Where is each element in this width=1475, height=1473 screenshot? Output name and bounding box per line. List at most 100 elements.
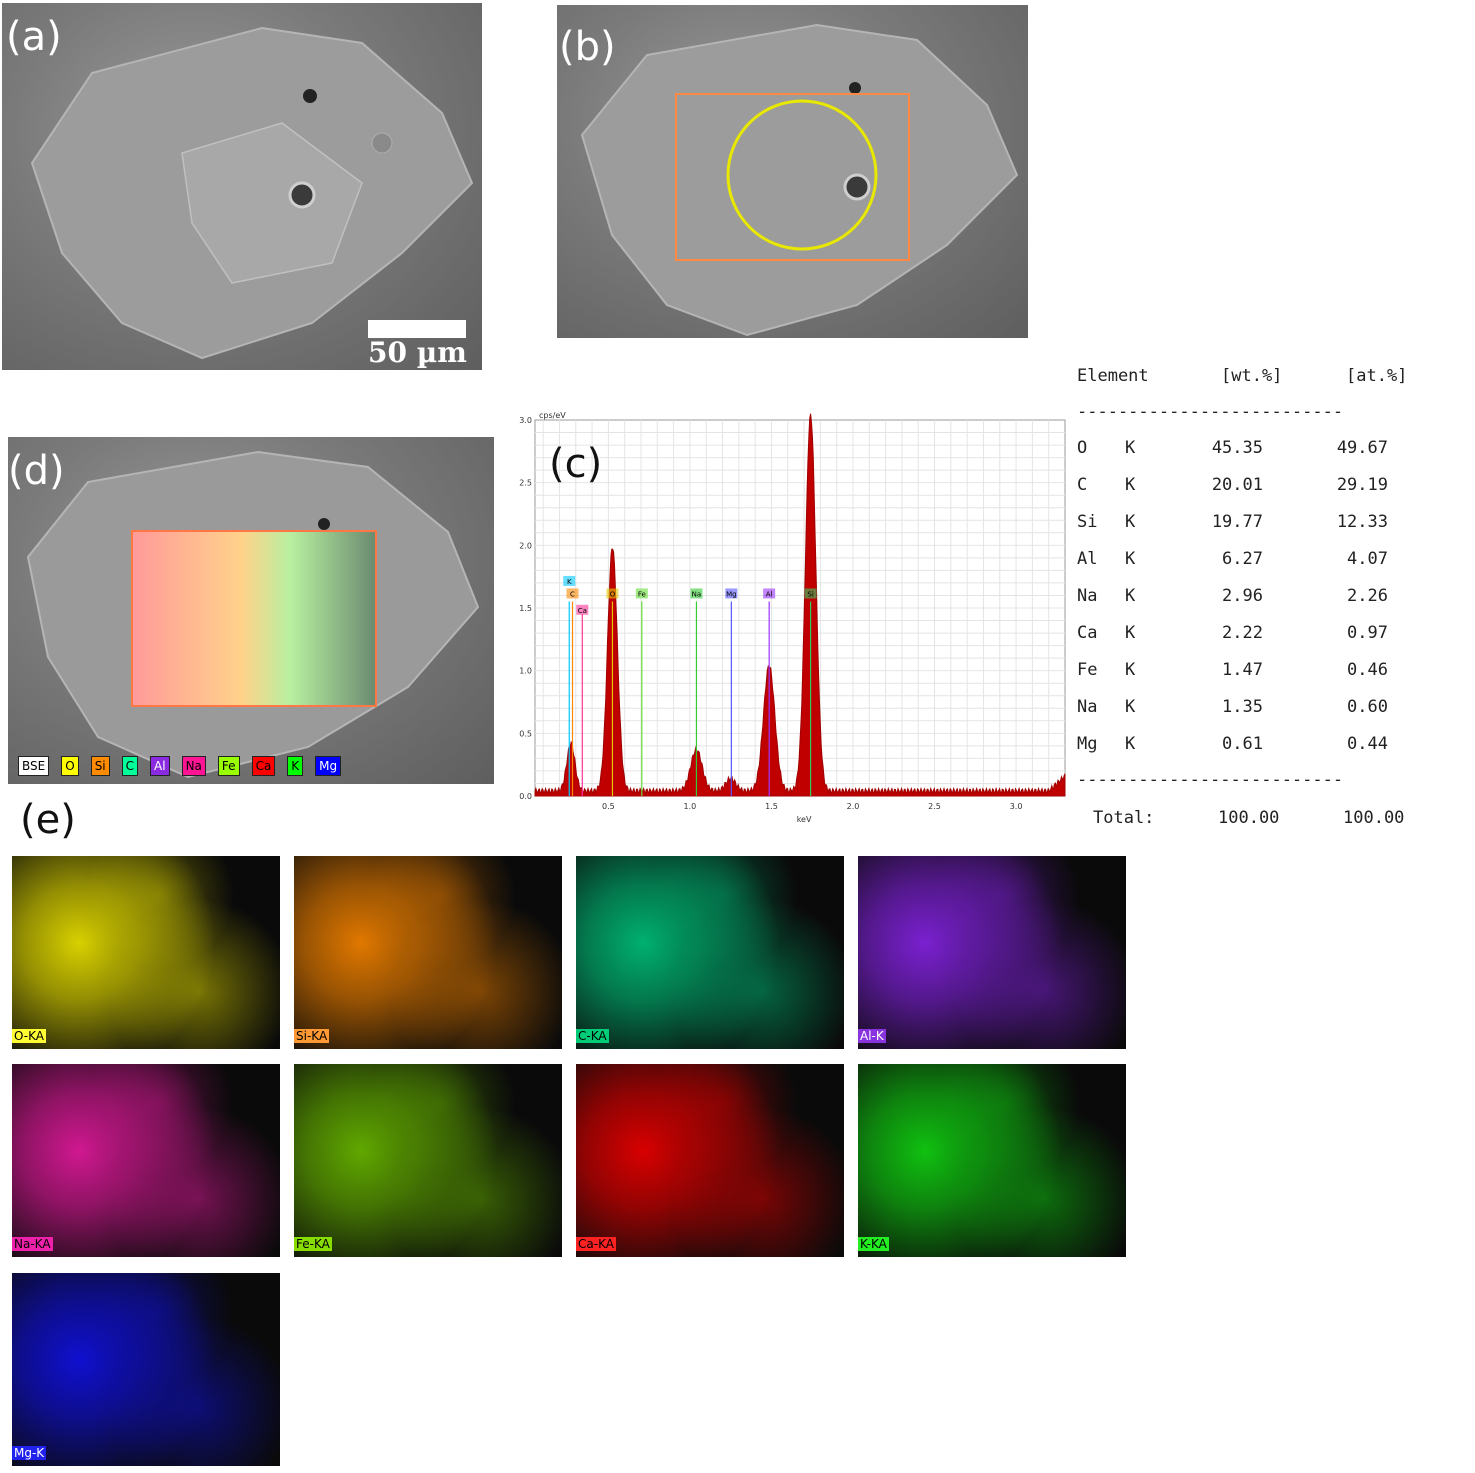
eds-overlay-area	[131, 530, 377, 707]
element-map-al-k: Al-K	[858, 856, 1126, 1049]
table-cell-wt: 6.27	[1222, 549, 1263, 569]
marker-label-fe: Fe	[638, 590, 646, 598]
table-cell-wt: 19.77	[1211, 512, 1263, 532]
y-tick-label: 0.0	[519, 792, 532, 801]
element-map-label: C-KA	[576, 1029, 609, 1043]
table-header-at: [at.%]	[1346, 366, 1408, 386]
table-cell-el: Na	[1077, 586, 1098, 606]
marker-label-o: O	[610, 590, 616, 598]
marker-label-c: C	[570, 590, 575, 598]
panel-label-e: (e)	[20, 797, 76, 843]
element-map-label: K-KA	[858, 1237, 889, 1251]
marker-label-na: Na	[692, 590, 702, 598]
legend-chip-si: Si	[90, 756, 110, 776]
panel-label-d: (d)	[8, 448, 65, 494]
table-cell-line: K	[1125, 660, 1136, 680]
marker-label-ca: Ca	[578, 607, 587, 615]
table-rule-bottom: --------------------------	[1077, 770, 1344, 790]
scale-bar	[368, 320, 466, 338]
marker-tag-o	[606, 588, 619, 599]
marker-tag-fe	[635, 588, 648, 599]
legend-chip-al: Al	[150, 756, 170, 776]
x-tick-label: 0.5	[602, 802, 615, 811]
table-cell-at: 4.07	[1347, 549, 1388, 569]
table-cell-line: K	[1125, 623, 1136, 643]
marker-label-k: K	[567, 578, 572, 586]
table-header-element: Element	[1077, 366, 1149, 386]
table-cell-wt: 2.22	[1222, 623, 1263, 643]
marker-tag-na	[690, 588, 703, 599]
marker-tag-k	[563, 575, 576, 586]
table-cell-at: 0.60	[1347, 697, 1388, 717]
marker-tag-ca	[576, 604, 589, 615]
table-cell-at: 0.97	[1347, 623, 1388, 643]
table-cell-at: 2.26	[1347, 586, 1388, 606]
x-tick-label: 3.0	[1010, 802, 1023, 811]
table-cell-wt: 1.35	[1222, 697, 1263, 717]
marker-tag-c	[566, 588, 579, 599]
table-total-at: 100.00	[1343, 808, 1405, 828]
table-header-wt: [wt.%]	[1221, 366, 1283, 386]
table-cell-line: K	[1125, 734, 1136, 754]
marker-label-si: Si	[807, 590, 813, 598]
y-tick-label: 3.0	[519, 416, 532, 425]
table-cell-at: 0.44	[1347, 734, 1388, 754]
element-map-label: Fe-KA	[294, 1237, 332, 1251]
scale-bar-label: 50 µm	[368, 336, 467, 369]
legend-chip-bse: BSE	[18, 756, 50, 776]
element-map-c-ka: C-KA	[576, 856, 844, 1049]
x-tick-label: 2.5	[928, 802, 941, 811]
x-tick-label: 1.5	[765, 802, 778, 811]
element-map-label: Si-KA	[294, 1029, 330, 1043]
x-tick-label: 1.0	[684, 802, 697, 811]
marker-label-al: Al	[766, 590, 773, 598]
panel-c-eds-spectrum: 0.0 0.5 1.0 1.5 2.0 2.5 3.0 0.5 1.0 1.5 2.0 2.5 3.0 c…	[515, 408, 1070, 828]
table-cell-line: K	[1125, 586, 1136, 606]
spectrum-series	[534, 413, 1066, 797]
legend-chip-c: C	[121, 756, 139, 776]
panel-a-sem-image: (a) 50 µm	[2, 3, 482, 370]
element-legend: BSE O Si C Al Na Fe Ca K Mg	[18, 756, 342, 776]
table-cell-el: Al	[1077, 549, 1098, 569]
element-map-mg-k: Mg-K	[12, 1273, 280, 1466]
element-map-label: O-KA	[12, 1029, 46, 1043]
y-tick-label: 0.5	[519, 729, 532, 738]
marker-tag-mg	[725, 588, 738, 599]
y-tick-label: 1.0	[519, 667, 532, 676]
table-cell-wt: 2.96	[1222, 586, 1263, 606]
spectrum-chart: 0.0 0.5 1.0 1.5 2.0 2.5 3.0 0.5 1.0 1.5 2.0 2.5 3.0 c…	[519, 411, 1066, 824]
table-rule-top: --------------------------	[1077, 402, 1344, 422]
element-map-si-ka: Si-KA	[294, 856, 562, 1049]
table-cell-el: Fe	[1077, 660, 1098, 680]
table-total-wt: 100.00	[1218, 808, 1280, 828]
element-map-k-ka: K-KA	[858, 1064, 1126, 1257]
element-map-label: Al-K	[858, 1029, 886, 1043]
legend-chip-mg: Mg	[315, 756, 342, 776]
y-tick-label: 1.5	[519, 604, 532, 613]
element-map-o-ka: O-KA	[12, 856, 280, 1049]
table-cell-line: K	[1125, 697, 1136, 717]
legend-chip-k: K	[287, 756, 304, 776]
table-cell-line: K	[1125, 475, 1136, 495]
y-axis-label: cps/eV	[539, 411, 566, 420]
panel-b-sem-image: (b)	[557, 5, 1028, 338]
panel-label-c: (c)	[549, 441, 603, 487]
table-cell-line: K	[1125, 512, 1136, 532]
panel-d-eds-overlay: (d) BSE O Si C Al Na Fe Ca K Mg	[8, 437, 494, 784]
x-axis-label: keV	[797, 815, 812, 824]
selection-rectangle	[675, 93, 910, 261]
marker-tag-si	[804, 588, 817, 599]
table-cell-at: 49.67	[1336, 438, 1388, 458]
legend-chip-fe: Fe	[217, 756, 240, 776]
element-map-label: Na-KA	[12, 1237, 53, 1251]
panel-label-b: (b)	[559, 24, 616, 70]
table-cell-el: Na	[1077, 697, 1098, 717]
table-cell-wt: 0.61	[1222, 734, 1263, 754]
legend-chip-ca: Ca	[251, 756, 276, 776]
y-tick-label: 2.0	[519, 541, 532, 550]
table-cell-el: Ca	[1077, 623, 1098, 643]
table-cell-wt: 20.01	[1211, 475, 1263, 495]
panel-label-a: (a)	[6, 14, 62, 60]
table-cell-at: 29.19	[1336, 475, 1388, 495]
table-cell-line: K	[1125, 438, 1136, 458]
